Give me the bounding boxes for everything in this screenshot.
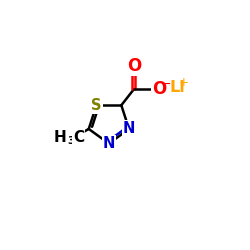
Text: O: O: [152, 80, 166, 98]
Text: C: C: [73, 130, 84, 145]
Text: −: −: [160, 78, 171, 90]
Text: N: N: [103, 136, 115, 151]
Text: N: N: [123, 122, 135, 136]
Text: Li: Li: [170, 80, 186, 94]
Text: H: H: [54, 130, 66, 145]
Text: +: +: [179, 76, 189, 88]
Text: S: S: [91, 98, 102, 113]
Text: 3: 3: [68, 136, 75, 146]
Text: O: O: [127, 57, 141, 75]
